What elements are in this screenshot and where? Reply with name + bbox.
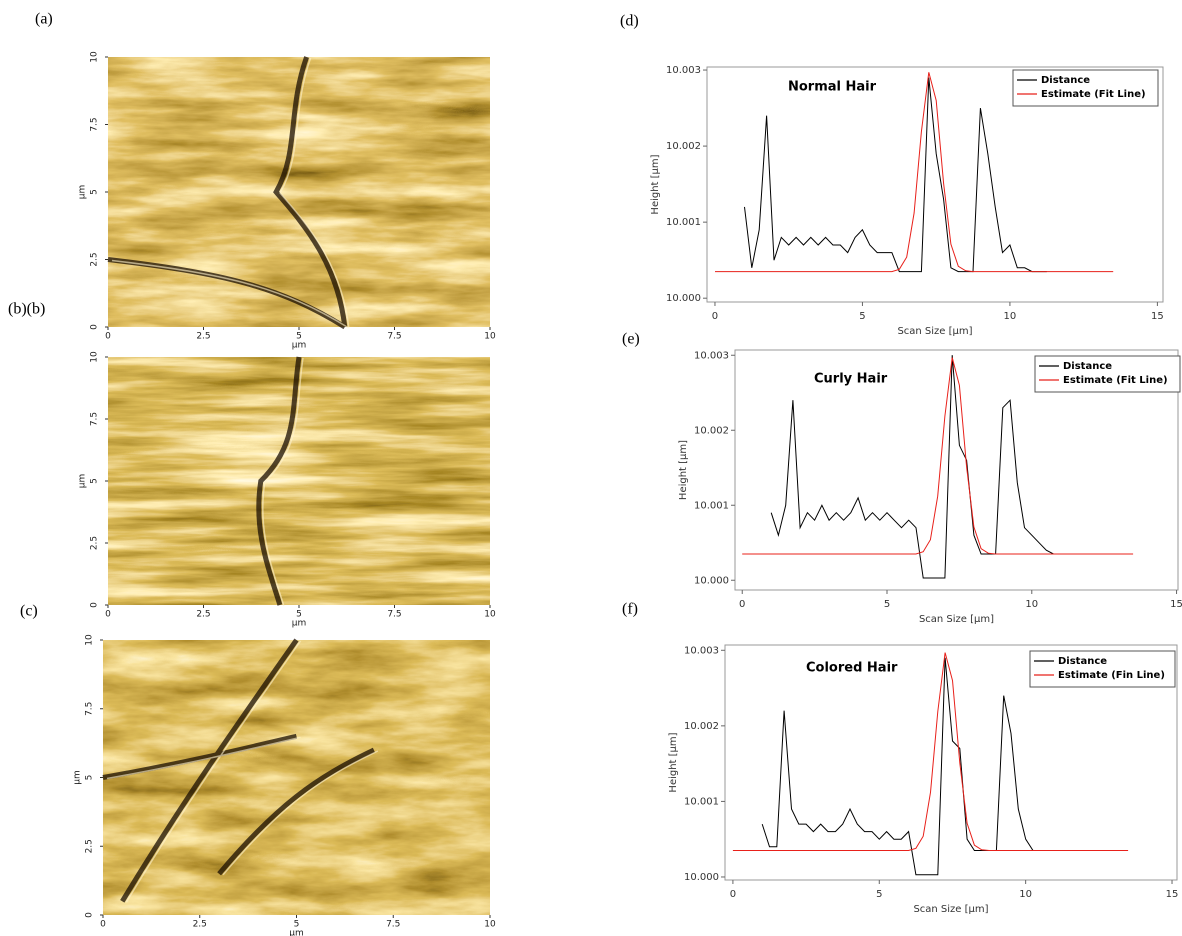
x-tick-label: 0 <box>730 889 736 900</box>
panel-label: (d) <box>620 13 639 30</box>
x-tick-label: 0 <box>105 332 111 342</box>
chart-title: Colored Hair <box>806 661 898 676</box>
x-tick-label: 7.5 <box>387 610 401 620</box>
x-tick-label: 2.5 <box>196 332 210 342</box>
y-tick-label: 10 <box>90 351 100 363</box>
y-tick-label: 10 <box>90 51 100 63</box>
x-tick-label: 5 <box>876 889 882 900</box>
x-tick-label: 0 <box>100 920 106 930</box>
x-tick-label: 10 <box>484 920 496 930</box>
x-tick-label: 10 <box>484 332 496 342</box>
y-axis-label: µm <box>78 474 88 489</box>
x-tick-label: 10 <box>1019 889 1032 900</box>
y-tick-label: 10.001 <box>666 217 701 228</box>
y-tick-label: 10.002 <box>666 141 701 152</box>
x-tick-label: 5 <box>884 599 890 610</box>
y-axis-label: Height [µm] <box>668 732 679 792</box>
x-axis-label: Scan Size [µm] <box>897 326 972 337</box>
y-axis-label: µm <box>78 185 88 200</box>
x-axis-label: µm <box>289 929 304 936</box>
y-tick-label: 10.003 <box>694 350 729 361</box>
x-tick-label: 10 <box>484 610 496 620</box>
y-tick-label: 5 <box>90 189 100 195</box>
x-tick-label: 10 <box>1004 311 1017 322</box>
figure: (a) 0 2.5 5 7.5 10 0 2.5 5 7.5 10 µm µm (b)(b) 0 2.5 5 7.… <box>0 0 1182 936</box>
y-tick-label: 10.000 <box>684 872 719 883</box>
y-tick-label: 2.5 <box>90 536 100 550</box>
x-tick-label: 5 <box>859 311 865 322</box>
y-tick-label: 10.000 <box>666 293 701 304</box>
chart-title: Curly Hair <box>814 372 888 387</box>
y-tick-label: 10.001 <box>694 500 729 511</box>
y-tick-label: 0 <box>85 912 95 918</box>
y-axis-label: Height [µm] <box>650 154 661 214</box>
legend-label: Estimate (Fit Line) <box>1063 375 1168 386</box>
x-axis-label: µm <box>292 341 307 351</box>
x-tick-label: 0 <box>712 311 718 322</box>
legend-label: Estimate (Fin Line) <box>1058 670 1165 681</box>
y-tick-label: 10.002 <box>684 721 719 732</box>
x-axis-label: Scan Size [µm] <box>919 614 994 625</box>
y-tick-label: 10.002 <box>694 425 729 436</box>
legend-label: Distance <box>1041 75 1090 86</box>
x-tick-label: 0 <box>105 610 111 620</box>
y-axis-label: µm <box>73 770 83 785</box>
y-tick-label: 10 <box>85 634 95 646</box>
x-tick-label: 15 <box>1166 889 1179 900</box>
x-tick-label: 15 <box>1151 311 1164 322</box>
legend-label: Estimate (Fit Line) <box>1041 89 1146 100</box>
legend-label: Distance <box>1063 361 1112 372</box>
panel-label: (a) <box>35 11 53 28</box>
afm-image <box>103 640 490 915</box>
x-tick-label: 2.5 <box>196 610 210 620</box>
y-tick-label: 7.5 <box>85 702 95 716</box>
x-tick-label: 15 <box>1170 599 1182 610</box>
y-tick-label: 0 <box>90 324 100 330</box>
panel-label: (e) <box>622 331 640 348</box>
x-axis-label: µm <box>292 619 307 629</box>
y-tick-label: 10.001 <box>684 796 719 807</box>
y-tick-label: 10.003 <box>666 65 701 76</box>
y-tick-label: 7.5 <box>90 117 100 131</box>
x-tick-label: 2.5 <box>193 920 207 930</box>
y-tick-label: 2.5 <box>90 252 100 266</box>
y-tick-label: 10.003 <box>684 645 719 656</box>
y-tick-label: 2.5 <box>85 839 95 853</box>
panel-label: (c) <box>20 603 38 620</box>
y-tick-label: 7.5 <box>90 412 100 426</box>
legend-label: Distance <box>1058 656 1107 667</box>
panel-label: (f) <box>622 601 638 618</box>
y-tick-label: 5 <box>85 775 95 781</box>
x-tick-label: 0 <box>739 599 745 610</box>
x-tick-label: 7.5 <box>387 332 401 342</box>
panel-label: (b)(b) <box>8 301 45 318</box>
y-tick-label: 10.000 <box>694 575 729 586</box>
x-tick-label: 7.5 <box>386 920 400 930</box>
y-tick-label: 0 <box>90 602 100 608</box>
chart-title: Normal Hair <box>788 80 877 95</box>
y-tick-label: 5 <box>90 478 100 484</box>
x-axis-label: Scan Size [µm] <box>913 904 988 915</box>
y-axis-label: Height [µm] <box>678 440 689 500</box>
x-tick-label: 10 <box>1025 599 1038 610</box>
